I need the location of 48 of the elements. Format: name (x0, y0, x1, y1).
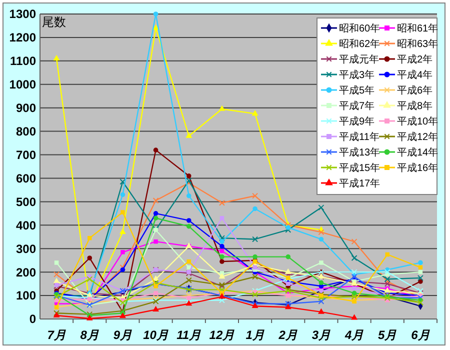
legend-label: 平成3年 (339, 69, 375, 81)
legend-label: 平成8年 (397, 100, 433, 112)
x-tick-label: 11月 (176, 328, 202, 342)
x-tick-label: 12月 (209, 328, 235, 342)
legend-label: 昭和63年 (397, 38, 438, 50)
y-tick-label: 300 (16, 242, 36, 256)
y-tick-label: 500 (16, 194, 36, 209)
y-tick-label: 700 (16, 148, 36, 162)
x-tick-label: 1月 (246, 328, 264, 342)
y-tick-label: 900 (16, 101, 36, 116)
legend-label: 平成12年 (397, 131, 438, 143)
legend-label: 昭和61年 (397, 22, 438, 34)
legend-label: 平成17年 (339, 178, 380, 190)
x-tick-label: 2月 (278, 328, 298, 342)
y-tick-label: 1300 (9, 7, 36, 22)
x-tick-label: 6月 (411, 328, 430, 342)
y-tick-label: 1100 (10, 54, 36, 68)
legend-label: 昭和60年 (339, 22, 380, 34)
legend-label: 平成13年 (339, 146, 380, 158)
legend-label: 平成5年 (339, 84, 375, 96)
x-tick-label: 9月 (113, 328, 132, 342)
y-tick-label: 1000 (9, 78, 36, 92)
legend-label: 昭和62年 (339, 38, 380, 50)
legend-label: 平成4年 (397, 69, 433, 81)
y-axis-title: 尾数 (42, 15, 66, 29)
x-tick-label: 4月 (344, 328, 364, 342)
x-tick-label: 7月 (47, 328, 66, 342)
x-tick-label: 10月 (143, 328, 168, 342)
x-tick-label: 3月 (312, 328, 331, 342)
x-tick-label: 5月 (378, 328, 397, 342)
y-tick-label: 1200 (9, 30, 36, 45)
legend-label: 平成10年 (397, 116, 438, 128)
y-tick-label: 400 (16, 218, 36, 232)
legend-label: 平成9年 (339, 116, 375, 128)
legend-label: 平成11年 (339, 131, 380, 143)
legend-label: 平成15年 (339, 162, 380, 174)
y-tick-label: 800 (16, 124, 36, 139)
y-tick-label: 600 (16, 171, 36, 186)
legend-label: 平成14年 (397, 146, 438, 158)
legend-label: 平成7年 (339, 100, 375, 112)
legend-label: 平成2年 (397, 54, 433, 66)
legend-label: 平成6年 (397, 84, 433, 96)
y-tick-label: 200 (16, 265, 36, 280)
legend-label: 平成16年 (397, 162, 438, 174)
legend-label: 平成元年 (339, 54, 379, 66)
x-tick-label: 8月 (80, 328, 99, 342)
y-tick-label: 0 (29, 312, 36, 326)
y-tick-label: 100 (16, 288, 36, 303)
